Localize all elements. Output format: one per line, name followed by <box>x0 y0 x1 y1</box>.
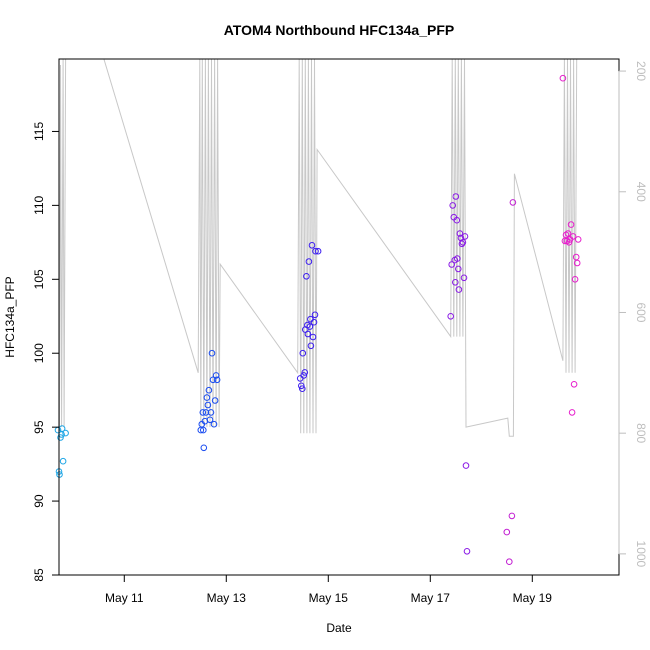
data-point-series-1 <box>62 429 69 437</box>
data-point-series-4 <box>455 286 463 293</box>
data-point-series-4 <box>463 548 471 555</box>
data-point-series-3 <box>300 372 308 379</box>
data-point-series-2 <box>205 386 213 394</box>
x-tick-label: May 15 <box>309 591 349 605</box>
data-point-series-3 <box>311 311 319 319</box>
data-point-series-3 <box>308 242 316 249</box>
y-tick-label: 115 <box>32 122 46 141</box>
y2-tick-label: 800 <box>634 423 648 443</box>
data-point-series-3 <box>299 385 306 393</box>
data-point-series-1 <box>59 457 67 465</box>
x-axis: May 11 May 13 May 15 May 17 May 19 <box>105 574 553 605</box>
data-point-series-3 <box>307 342 315 350</box>
y2-tick-label: 400 <box>634 182 648 202</box>
altitude-line <box>58 58 578 437</box>
data-points <box>54 74 582 566</box>
data-point-series-4 <box>452 279 459 286</box>
data-point-series-2 <box>209 376 217 384</box>
data-point-series-6 <box>574 236 582 243</box>
data-point-series-6 <box>567 221 575 228</box>
y-axis: 85 90 95 100 105 110 115 <box>32 122 60 582</box>
data-point-series-4 <box>460 274 468 282</box>
data-point-series-1 <box>57 434 64 441</box>
data-point-series-4 <box>447 313 455 320</box>
data-point-series-2 <box>206 416 214 424</box>
data-point-series-4 <box>453 216 461 224</box>
data-point-series-2 <box>207 409 215 416</box>
data-point-series-3 <box>298 382 305 390</box>
data-point-series-4 <box>456 230 464 237</box>
data-point-series-5 <box>508 512 516 520</box>
plot-frame <box>58 58 620 576</box>
data-point-series-3 <box>299 349 307 357</box>
data-point-series-3 <box>304 330 312 338</box>
y-tick-label: 90 <box>32 494 46 508</box>
y-tick-label: 85 <box>32 568 46 582</box>
data-point-series-4 <box>459 239 467 246</box>
data-point-series-5 <box>509 199 517 206</box>
data-point-series-4 <box>454 255 461 262</box>
x-tick-label: May 17 <box>411 591 451 605</box>
data-point-series-2 <box>211 397 219 404</box>
data-point-series-3 <box>310 318 318 326</box>
data-point-series-6 <box>568 409 576 416</box>
data-point-series-2 <box>199 409 207 416</box>
data-point-series-2 <box>213 376 221 384</box>
y-tick-label: 105 <box>32 269 46 289</box>
chart-title: ATOM4 Northbound HFC134a_PFP <box>224 22 455 38</box>
data-point-series-6 <box>564 230 572 237</box>
altitude-trace <box>58 58 578 437</box>
data-point-series-4 <box>449 202 457 209</box>
data-point-series-2 <box>200 444 208 452</box>
y2-tick-label: 1000 <box>634 541 648 568</box>
data-point-series-6 <box>569 233 577 240</box>
data-point-series-2 <box>200 426 207 434</box>
data-point-series-4 <box>462 462 470 469</box>
y-axis-label: HFC134a_PFP <box>3 276 17 357</box>
data-point-series-3 <box>305 258 313 265</box>
x-axis-label: Date <box>326 621 352 635</box>
y2-tick-label: 600 <box>634 302 648 322</box>
data-point-series-2 <box>210 420 218 428</box>
y-tick-label: 100 <box>32 343 46 363</box>
data-point-series-5 <box>503 528 511 536</box>
data-point-series-2 <box>208 349 216 357</box>
y-tick-label: 95 <box>32 420 46 434</box>
data-point-series-2 <box>204 401 212 409</box>
data-point-series-6 <box>570 381 578 388</box>
data-point-series-4 <box>458 240 466 248</box>
data-point-series-3 <box>301 369 309 376</box>
data-point-series-3 <box>309 333 317 341</box>
data-point-series-4 <box>452 193 460 200</box>
secondary-y-axis: 200 400 600 800 1000 <box>618 61 648 568</box>
data-point-series-3 <box>306 323 314 330</box>
data-point-series-6 <box>565 239 573 246</box>
data-point-series-2 <box>203 394 211 401</box>
x-tick-label: May 19 <box>513 591 553 605</box>
data-point-series-3 <box>314 247 322 255</box>
data-point-series-5 <box>506 558 513 566</box>
data-point-series-4 <box>455 265 462 273</box>
x-tick-label: May 11 <box>105 591 144 605</box>
y2-tick-label: 200 <box>634 61 648 81</box>
data-point-series-4 <box>461 233 469 240</box>
data-point-series-3 <box>312 247 319 255</box>
data-point-series-2 <box>212 372 220 379</box>
data-point-series-6 <box>571 276 579 283</box>
data-point-series-6 <box>573 259 581 267</box>
data-point-series-3 <box>303 273 310 280</box>
y-tick-label: 110 <box>32 195 46 214</box>
x-tick-label: May 13 <box>207 591 247 605</box>
data-point-series-6 <box>559 74 567 82</box>
data-point-series-4 <box>448 261 456 268</box>
